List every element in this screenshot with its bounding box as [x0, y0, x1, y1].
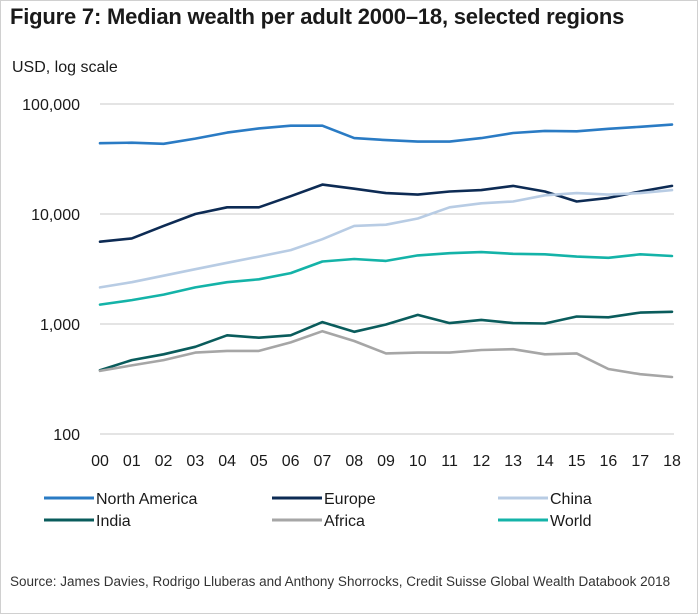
chart-title: Figure 7: Median wealth per adult 2000–1…: [10, 4, 625, 29]
x-tick-label: 05: [250, 453, 268, 470]
x-tick-label: 18: [663, 453, 681, 470]
x-tick-label: 14: [536, 453, 554, 470]
x-tick-label: 06: [282, 453, 300, 470]
x-tick-label: 03: [186, 453, 204, 470]
legend-label-china: China: [550, 491, 592, 508]
x-tick-label: 09: [377, 453, 395, 470]
x-tick-label: 17: [631, 453, 649, 470]
x-tick-label: 08: [345, 453, 363, 470]
legend-label-north-america: North America: [96, 491, 197, 508]
x-tick-label: 13: [504, 453, 522, 470]
x-tick-label: 16: [600, 453, 618, 470]
y-tick-label: 10,000: [31, 207, 80, 224]
legend: North America Europe China India Africa World: [44, 491, 592, 530]
x-tick-label: 15: [568, 453, 586, 470]
y-tick-label: 100,000: [22, 97, 80, 114]
x-axis-ticks: 00 01 02 03 04 05 06 07 08 09 10 11 12 13 14 15 16 17 18: [91, 453, 681, 470]
x-tick-label: 01: [123, 453, 141, 470]
source-note: Source: James Davies, Rodrigo Lluberas a…: [10, 574, 671, 589]
y-axis-unit-label: USD, log scale: [12, 59, 118, 76]
x-tick-label: 02: [155, 453, 173, 470]
x-tick-label: 10: [409, 453, 427, 470]
legend-label-africa: Africa: [324, 513, 365, 530]
series-line-europe: [98, 183, 674, 243]
y-axis-ticks: 100 1,000 10,000 100,000: [22, 97, 80, 444]
x-tick-label: 07: [314, 453, 332, 470]
legend-label-india: India: [96, 513, 131, 530]
series-line-north-america: [98, 123, 674, 146]
x-tick-label: 11: [441, 453, 458, 470]
x-tick-label: 12: [472, 453, 490, 470]
gridlines: [100, 103, 674, 435]
legend-label-world: World: [550, 513, 592, 530]
y-tick-label: 100: [53, 427, 80, 444]
series-line-india: [98, 310, 674, 372]
legend-label-europe: Europe: [324, 491, 376, 508]
series-lines: [98, 123, 674, 379]
series-line-africa: [98, 329, 674, 379]
y-tick-label: 1,000: [40, 317, 80, 334]
series-line-china: [98, 188, 674, 289]
x-tick-label: 04: [218, 453, 236, 470]
series-line-world: [98, 250, 674, 306]
x-tick-label: 00: [91, 453, 109, 470]
